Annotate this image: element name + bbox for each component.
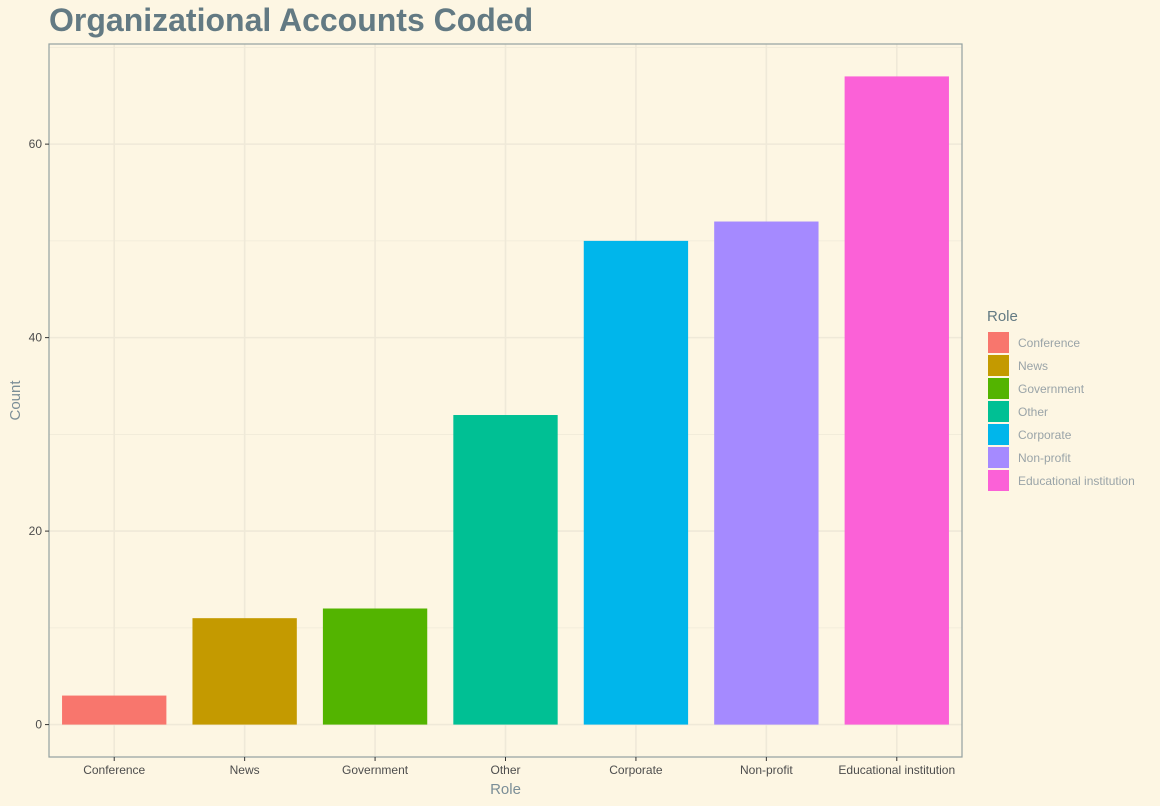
y-axis-ticks: 0 20 40 60 xyxy=(29,137,49,732)
legend-key-educational-institution xyxy=(988,470,1009,491)
y-tick-label: 60 xyxy=(29,137,43,151)
legend-label: Non-profit xyxy=(1018,451,1071,465)
legend-label: News xyxy=(1018,359,1048,373)
chart-title: Organizational Accounts Coded xyxy=(49,2,533,38)
x-axis-title: Role xyxy=(490,781,521,798)
x-tick-label: Other xyxy=(490,763,520,777)
legend-label: Other xyxy=(1018,405,1048,419)
bar-educational-institution xyxy=(844,76,949,725)
y-tick-label: 20 xyxy=(29,524,43,538)
legend-title: Role xyxy=(987,308,1018,325)
legend-label: Government xyxy=(1018,382,1085,396)
legend-key-news xyxy=(988,355,1009,376)
y-tick-label: 0 xyxy=(35,718,42,732)
legend-key-government xyxy=(988,378,1009,399)
bar-conference xyxy=(62,695,167,725)
legend-label: Educational institution xyxy=(1018,474,1135,488)
bar-government xyxy=(322,608,428,725)
legend-label: Corporate xyxy=(1018,428,1072,442)
bar-non-profit xyxy=(714,221,819,725)
legend-key-other xyxy=(988,401,1009,422)
legend-key-non-profit xyxy=(988,447,1009,468)
x-tick-label: News xyxy=(230,763,260,777)
legend: Role Conference News Government Other Corpor… xyxy=(987,308,1135,491)
y-tick-label: 40 xyxy=(29,331,43,345)
x-axis-ticks: Conference News Government Other Corporate No… xyxy=(83,757,955,777)
x-tick-label: Educational institution xyxy=(838,763,955,777)
bar-corporate xyxy=(583,240,689,725)
legend-key-corporate xyxy=(988,424,1009,445)
x-tick-label: Corporate xyxy=(609,763,663,777)
x-tick-label: Conference xyxy=(83,763,145,777)
bar-other xyxy=(453,415,558,725)
y-axis-title: Count xyxy=(7,380,24,421)
legend-key-conference xyxy=(988,332,1009,353)
x-tick-label: Non-profit xyxy=(740,763,793,777)
bar-news xyxy=(192,618,297,725)
x-tick-label: Government xyxy=(342,763,409,777)
bars xyxy=(62,76,949,725)
legend-label: Conference xyxy=(1018,336,1080,350)
